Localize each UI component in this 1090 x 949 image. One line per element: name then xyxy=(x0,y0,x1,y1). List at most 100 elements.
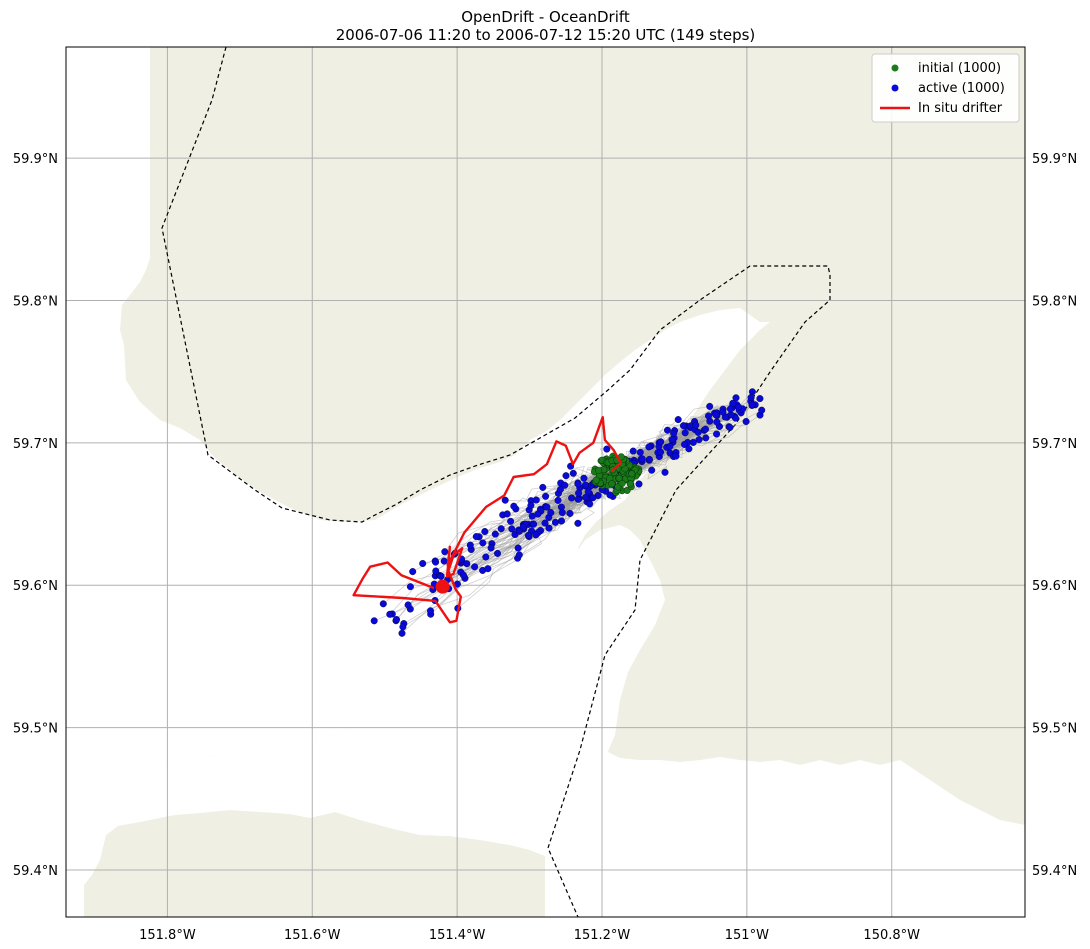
active-particle xyxy=(409,568,417,576)
y-tick-label-right: 59.7°N xyxy=(1032,437,1077,452)
active-particle xyxy=(508,525,516,533)
active-particle xyxy=(542,492,550,500)
active-particle xyxy=(501,496,509,504)
upper-water xyxy=(66,47,150,440)
active-particle xyxy=(681,429,689,437)
active-particle xyxy=(463,560,471,568)
active-particle xyxy=(406,583,414,591)
axis-ticks: 151.8°W 151.6°W 151.4°W 151.2°W 151°W 150.8°W… xyxy=(13,152,1077,943)
active-particle xyxy=(515,551,523,559)
y-tick-label-right: 59.6°N xyxy=(1032,579,1077,594)
active-particle xyxy=(393,616,401,624)
active-particle xyxy=(432,567,440,575)
active-particle xyxy=(558,517,566,525)
legend-active-marker xyxy=(891,84,899,92)
active-particle xyxy=(748,401,756,409)
active-particle xyxy=(575,489,583,497)
active-particle xyxy=(440,557,448,565)
active-particle xyxy=(494,549,502,557)
active-particle xyxy=(713,418,721,426)
active-particle xyxy=(664,426,672,434)
active-particle xyxy=(507,517,515,525)
land-south xyxy=(66,810,545,917)
active-particle xyxy=(530,520,538,528)
active-particle xyxy=(582,493,590,501)
active-particle xyxy=(561,481,569,489)
active-particle xyxy=(666,442,674,450)
active-particle xyxy=(551,518,559,526)
active-particle xyxy=(713,430,721,438)
active-particle xyxy=(541,519,549,527)
bay-water xyxy=(268,520,450,612)
active-particle xyxy=(674,416,682,424)
active-particle xyxy=(681,440,689,448)
active-particle xyxy=(756,395,764,403)
trajectory-line xyxy=(457,473,617,585)
active-particle xyxy=(524,531,532,539)
active-particle xyxy=(645,443,653,451)
active-particle xyxy=(680,422,688,430)
active-particle xyxy=(645,455,653,463)
initial-particle xyxy=(592,476,600,484)
active-particle xyxy=(589,494,597,502)
initial-particle xyxy=(595,467,603,475)
trajectory-line xyxy=(616,406,710,475)
trajectory-line xyxy=(402,473,617,628)
graticule xyxy=(66,47,1025,917)
y-tick-label-right: 59.5°N xyxy=(1032,722,1077,737)
active-particle xyxy=(648,466,656,474)
active-particle xyxy=(672,452,680,460)
active-particle xyxy=(569,469,577,477)
x-tick-label: 151.4°W xyxy=(429,928,486,943)
active-particle xyxy=(404,601,412,609)
active-particle xyxy=(636,448,644,456)
active-particles xyxy=(370,388,766,637)
legend-drifter-label: In situ drifter xyxy=(918,101,1003,116)
active-particle xyxy=(441,548,449,556)
active-particle xyxy=(735,403,743,411)
legend: initial (1000) active (1000) In situ dri… xyxy=(871,53,1020,123)
active-particle xyxy=(545,524,553,532)
active-particle xyxy=(556,485,564,493)
legend-initial-label: initial (1000) xyxy=(918,61,1001,76)
active-particle xyxy=(695,436,703,444)
active-particle xyxy=(574,519,582,527)
active-particle xyxy=(758,406,766,414)
water-body xyxy=(66,47,775,917)
active-particle xyxy=(747,394,755,402)
active-particle xyxy=(726,424,734,432)
legend-active-label: active (1000) xyxy=(918,81,1005,96)
active-particle xyxy=(510,502,518,510)
active-particle xyxy=(472,533,480,541)
active-particle xyxy=(432,558,440,566)
active-particle xyxy=(635,480,643,488)
domain-boundary-line xyxy=(161,47,831,917)
y-tick-label-left: 59.7°N xyxy=(13,437,58,452)
active-particle xyxy=(719,408,727,416)
active-particle xyxy=(487,544,495,552)
active-particle xyxy=(742,418,750,426)
y-tick-label-right: 59.9°N xyxy=(1032,152,1077,167)
active-particle xyxy=(562,472,570,480)
x-tick-label: 151°W xyxy=(725,928,769,943)
active-particle xyxy=(471,563,479,571)
active-particle xyxy=(427,607,435,615)
x-tick-label: 151.2°W xyxy=(574,928,631,943)
y-tick-label-left: 59.4°N xyxy=(13,864,58,879)
active-particle xyxy=(726,405,734,413)
active-particle xyxy=(657,438,665,446)
active-particle xyxy=(399,623,407,631)
initial-particle xyxy=(626,480,634,488)
active-particle xyxy=(574,495,582,503)
active-particle xyxy=(661,468,669,476)
x-tick-label: 150.8°W xyxy=(863,928,920,943)
sound-water xyxy=(66,525,665,917)
active-particle xyxy=(566,509,574,517)
active-particle xyxy=(459,571,467,579)
active-particle xyxy=(586,500,594,508)
active-particle xyxy=(668,436,676,444)
active-particle xyxy=(547,509,555,517)
y-tick-label-left: 59.9°N xyxy=(13,152,58,167)
active-particle xyxy=(702,434,710,442)
active-particle xyxy=(514,544,522,552)
